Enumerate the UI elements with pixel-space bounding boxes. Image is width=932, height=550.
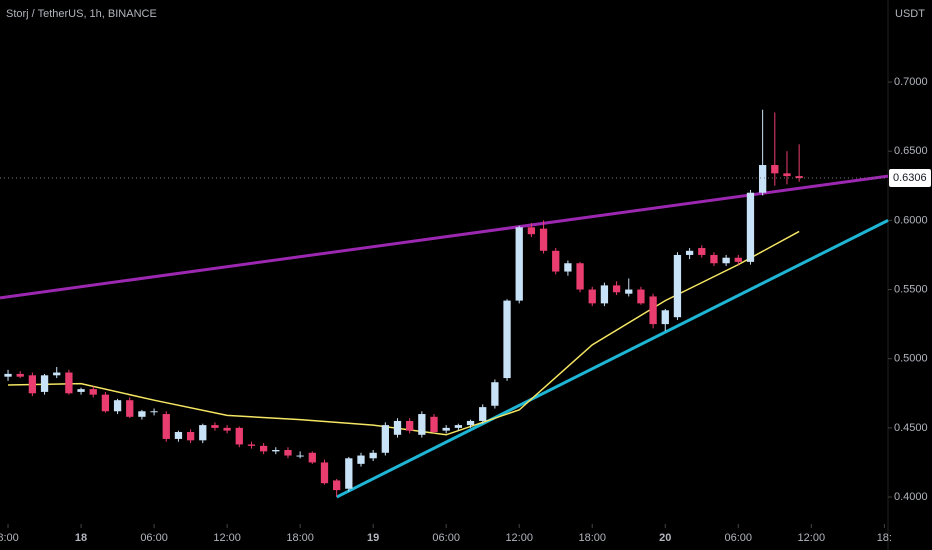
- last-price-tag: [889, 169, 931, 188]
- candle-body: [65, 372, 73, 394]
- candle-body: [211, 425, 219, 428]
- candle-body: [199, 425, 207, 441]
- candle-body: [612, 285, 621, 293]
- candle-body: [625, 289, 633, 294]
- candle-body: [673, 254, 682, 318]
- y-tick-label: 0.5500: [894, 283, 928, 295]
- candle-body: [284, 450, 292, 456]
- x-tick-label: 18:00: [286, 532, 314, 544]
- candle-body: [466, 420, 475, 426]
- y-tick-label: 0.6500: [894, 145, 928, 157]
- candle-body: [40, 375, 49, 392]
- candle-body: [698, 248, 706, 255]
- candle-body: [223, 427, 231, 431]
- candle-body: [101, 394, 110, 412]
- candle-body: [503, 300, 511, 379]
- candle-body: [333, 480, 341, 491]
- x-tick-label: 12:00: [798, 532, 826, 544]
- candle-body: [527, 227, 536, 235]
- candle-body: [138, 411, 146, 417]
- x-tick-label: 19: [367, 532, 379, 544]
- x-tick-label: 18:: [877, 532, 892, 544]
- x-tick-label: 18:00: [578, 532, 606, 544]
- candle-body: [454, 425, 463, 428]
- candle-body: [649, 296, 657, 325]
- candle-body: [722, 257, 730, 264]
- candle-body: [53, 372, 61, 376]
- candle-body: [637, 289, 645, 304]
- candle-body: [539, 228, 548, 251]
- candle-body: [685, 250, 694, 255]
- candle-body: [515, 227, 523, 301]
- y-tick-label: 0.7000: [894, 76, 928, 88]
- y-tick-label: 0.5000: [894, 353, 928, 365]
- x-tick-label: 06:00: [140, 532, 168, 544]
- candle-body: [272, 450, 280, 452]
- candle-body: [576, 263, 584, 290]
- candle-body: [418, 414, 426, 435]
- candle-body: [588, 289, 596, 304]
- candle-body: [381, 425, 389, 453]
- candle-body: [28, 375, 37, 394]
- candle-body: [357, 455, 365, 464]
- candle-body: [661, 310, 669, 325]
- candle-body: [259, 445, 268, 452]
- candle-body: [746, 192, 755, 262]
- indicator-line: [335, 219, 889, 499]
- candle-body: [77, 389, 85, 392]
- candle-body: [16, 373, 24, 377]
- candle-body: [564, 263, 572, 272]
- x-tick-label: 06:00: [725, 532, 753, 544]
- candle-body: [406, 420, 414, 431]
- candle-body: [235, 427, 243, 445]
- candle-body: [320, 462, 329, 484]
- chart-title: Storj / TetherUS, 1h, BINANCE: [6, 8, 157, 20]
- candle-body: [734, 257, 742, 262]
- candle-body: [552, 250, 560, 272]
- candle-body: [369, 452, 377, 459]
- x-tick-label: 06:00: [432, 532, 460, 544]
- indicator-line: [0, 174, 889, 300]
- candle-body: [113, 400, 122, 412]
- candle-body: [442, 427, 450, 431]
- candle-body: [393, 420, 402, 435]
- last-price-label: 0.6306: [893, 172, 927, 184]
- y-tick-label: 0.4500: [894, 422, 928, 434]
- candle-body: [247, 444, 256, 446]
- x-tick-label: 18: [75, 532, 87, 544]
- candle-body: [162, 414, 170, 439]
- candle-body: [174, 432, 183, 439]
- candle-body: [771, 165, 779, 174]
- x-tick-label: 8:00: [0, 532, 19, 544]
- candle-body: [308, 452, 316, 463]
- candle-body: [600, 285, 609, 304]
- x-tick-label: 12:00: [213, 532, 241, 544]
- candle-body: [126, 400, 134, 417]
- candle-body: [491, 382, 499, 406]
- y-tick-label: 0.4000: [894, 491, 928, 503]
- candle-body: [783, 173, 791, 177]
- candle-body: [479, 407, 487, 421]
- candle-body: [758, 165, 767, 193]
- candle-body: [150, 411, 158, 413]
- candle-body: [430, 416, 438, 433]
- currency-label: USDT: [895, 8, 925, 20]
- y-tick-label: 0.6000: [894, 214, 928, 226]
- candle-body: [296, 455, 304, 457]
- candle-body: [89, 389, 97, 395]
- candle-body: [710, 254, 718, 264]
- candle-body: [4, 373, 12, 377]
- candle-body: [186, 432, 195, 441]
- candle-body: [795, 176, 803, 179]
- x-tick-label: 12:00: [505, 532, 533, 544]
- x-tick-label: 20: [659, 532, 671, 544]
- candle-body: [345, 458, 353, 489]
